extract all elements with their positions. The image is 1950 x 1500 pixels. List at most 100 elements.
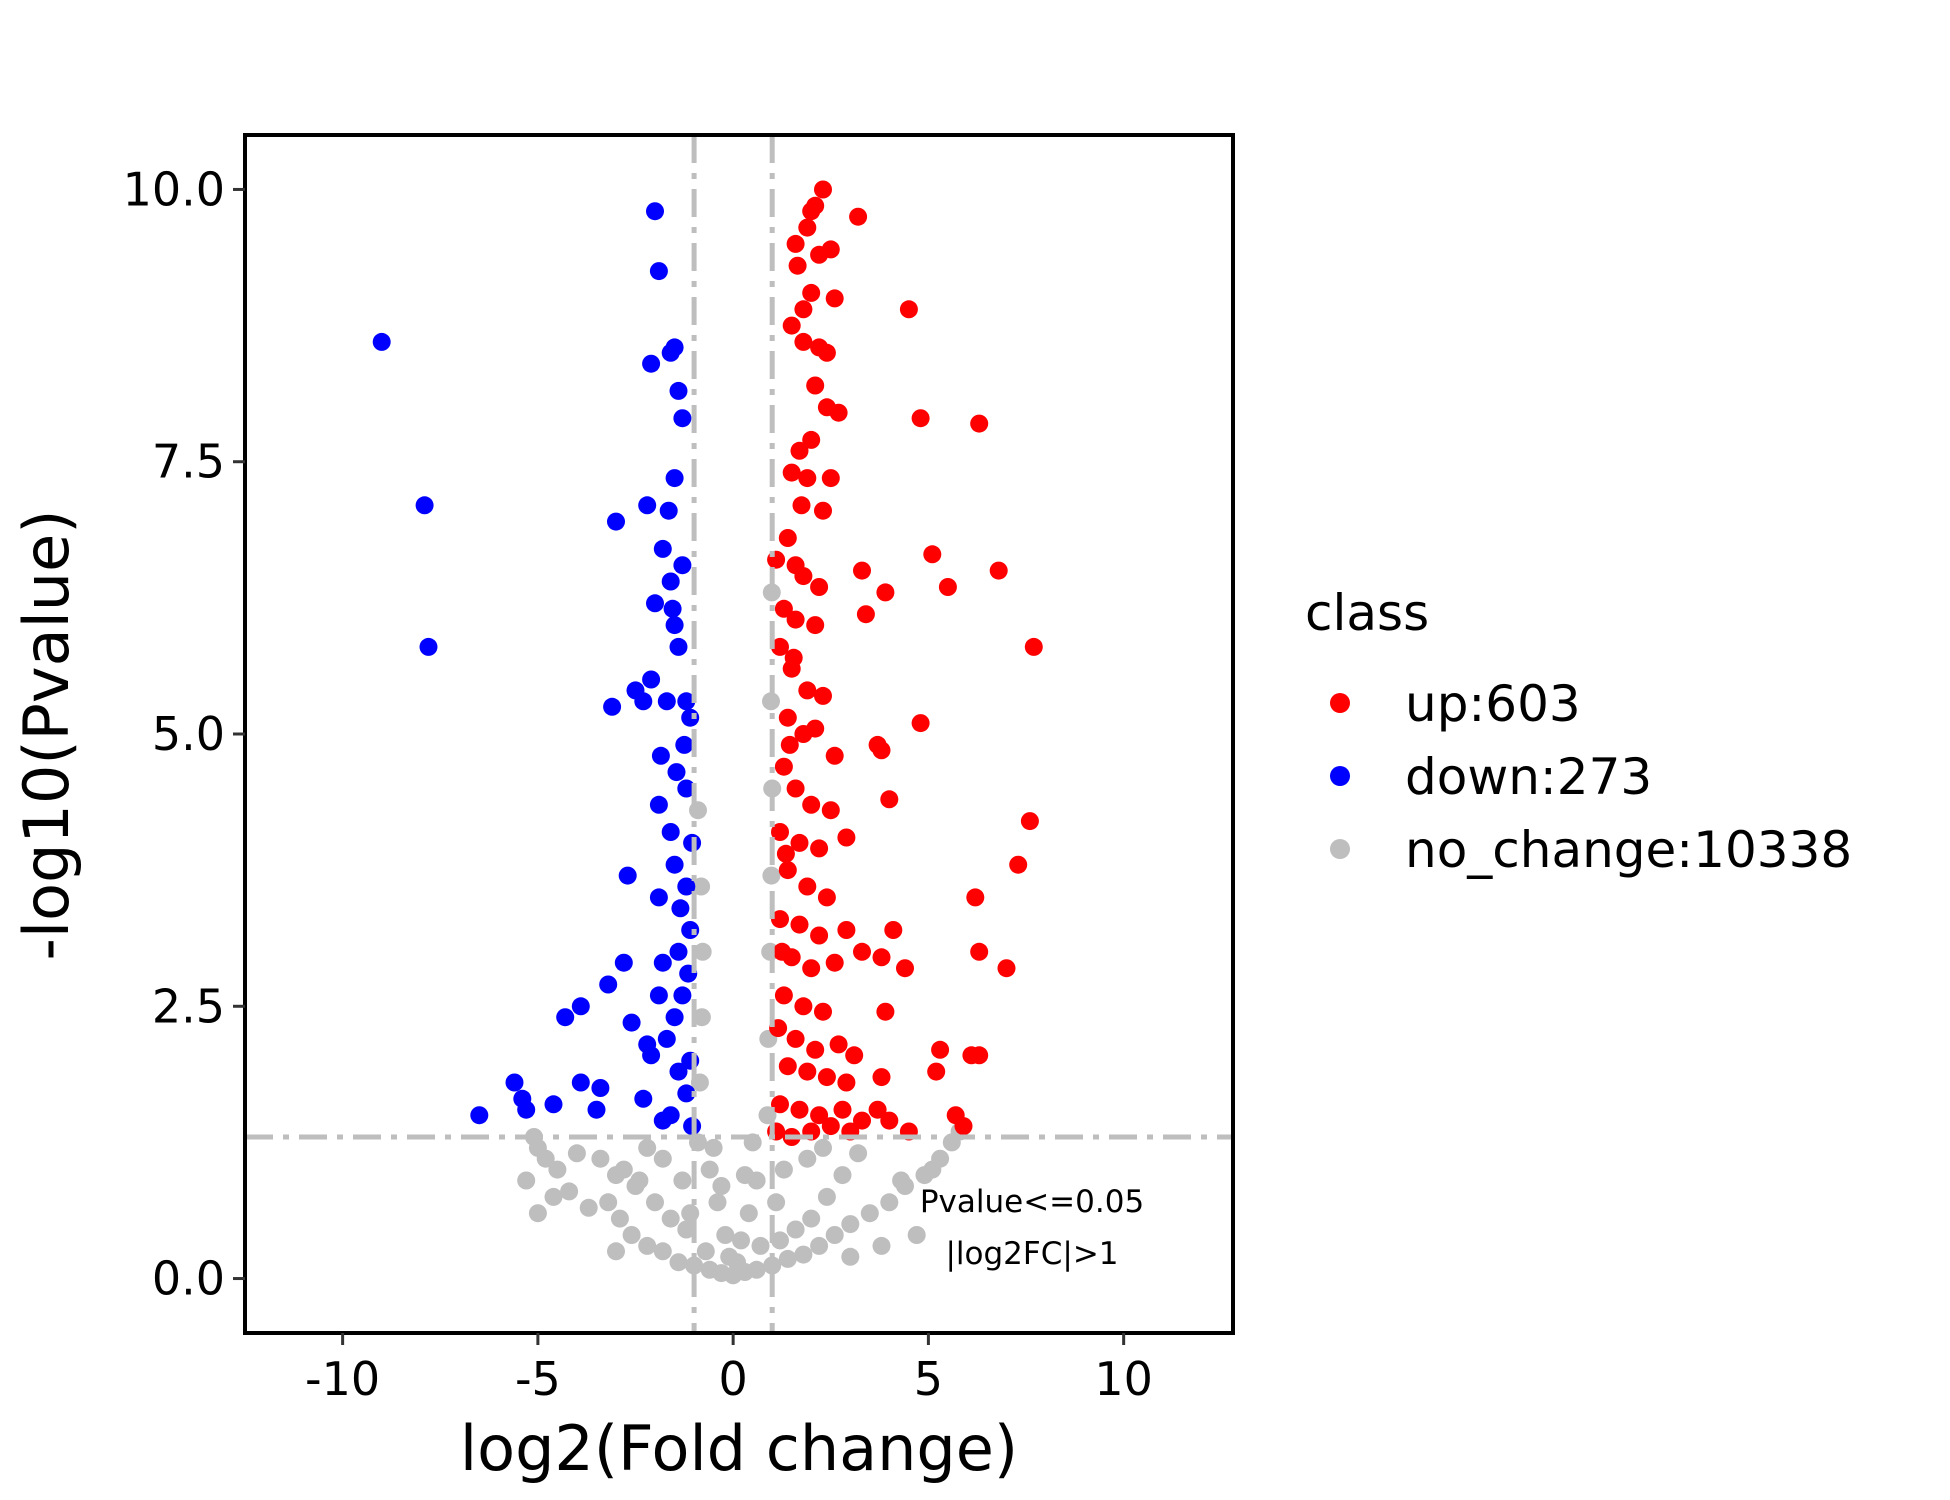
point-no-change-39 [849,1144,868,1163]
point-up-102 [853,1111,871,1130]
point-no-change-8 [599,1193,618,1212]
point-up-117 [784,648,803,667]
point-no-change-21 [747,1260,766,1279]
point-up-58 [1020,812,1039,831]
point-no-change-49 [614,1160,633,1179]
point-down-8 [556,1008,575,1027]
point-up-52 [872,741,891,760]
point-down-60 [642,1046,661,1065]
point-up-103 [868,1100,887,1119]
point-up-13 [782,316,801,335]
point-up-44 [798,681,817,700]
point-up-27 [814,501,832,520]
point-no-change-79 [728,1253,746,1272]
point-up-2 [798,218,817,237]
point-up-80 [997,959,1016,978]
point-up-107 [954,1117,973,1136]
point-no-change-37 [892,1171,911,1190]
point-no-change-81 [696,1242,715,1261]
point-up-55 [802,795,821,814]
point-no-change-27 [841,1215,860,1234]
point-no-change-43 [786,1220,805,1239]
x-tick-label-4: 10 [1094,1352,1153,1406]
point-down-54 [669,1062,688,1081]
point-down-42 [673,556,692,575]
point-up-31 [853,561,871,580]
point-down-67 [651,746,670,765]
point-down-22 [638,496,657,515]
point-up-104 [880,1111,899,1130]
point-up-89 [931,1040,950,1059]
point-down-61 [675,735,694,754]
points-layer [372,180,1043,1285]
point-up-28 [778,529,797,547]
legend: class up:603 down:273 no_change:10338 [1305,584,1852,879]
point-no-change-71 [716,1226,735,1244]
point-up-34 [938,578,957,596]
point-down-55 [677,1084,696,1103]
point-up-33 [923,545,942,564]
point-no-change-55 [692,1008,711,1027]
point-up-77 [872,948,891,967]
point-down-27 [649,262,668,281]
point-up-87 [829,1035,848,1054]
point-up-49 [825,746,844,765]
point-up-21 [970,414,989,433]
point-up-30 [794,567,813,586]
point-down-35 [665,338,684,357]
point-no-change-23 [778,1249,797,1268]
point-no-change-75 [798,1149,817,1168]
point-up-82 [794,997,813,1016]
y-axis-ticks: 0.0 2.5 5.0 7.5 10.0 [123,162,245,1306]
point-up-83 [814,1002,832,1021]
point-up-100 [810,1106,829,1125]
point-up-37 [774,599,793,618]
point-down-10 [571,997,590,1016]
point-no-change-44 [771,1231,789,1250]
legend-swatch-no-change [1330,839,1350,859]
x-tick-label-3: 5 [914,1352,943,1406]
point-up-65 [798,877,817,896]
point-up-88 [845,1046,864,1065]
point-no-change-47 [646,1193,664,1212]
point-no-change-26 [825,1226,844,1244]
point-up-22 [790,441,809,460]
point-down-3 [470,1106,489,1125]
point-down-12 [591,1079,610,1097]
point-no-change-48 [630,1171,649,1190]
point-up-76 [853,942,871,961]
point-no-change-6 [536,1149,555,1168]
point-no-change-74 [653,1149,672,1168]
point-down-24 [642,670,661,689]
point-down-51 [673,986,692,1005]
point-no-change-57 [692,877,711,896]
point-down-9 [571,1073,590,1092]
point-down-53 [657,1029,676,1048]
point-down-14 [603,697,622,716]
point-no-change-52 [548,1160,567,1179]
point-down-13 [599,975,618,994]
legend-label-up: up:603 [1405,675,1581,733]
point-up-50 [911,714,930,733]
point-up-48 [806,719,825,738]
point-down-32 [657,692,676,711]
point-up-75 [825,953,844,972]
point-up-94 [817,1068,836,1087]
point-down-39 [669,381,688,400]
point-down-31 [653,953,672,972]
point-no-change-35 [923,1160,942,1179]
point-no-change-73 [774,1160,793,1179]
point-up-54 [786,779,805,798]
point-no-change-83 [767,1193,786,1212]
point-up-98 [771,1095,789,1114]
point-up-24 [782,463,801,482]
point-up-62 [837,828,856,847]
point-no-change-28 [860,1204,879,1223]
point-no-change-11 [622,1226,641,1244]
point-no-change-69 [708,1193,727,1212]
point-down-37 [665,616,684,635]
plot-panel-border [243,133,1235,1335]
point-no-change-70 [732,1231,750,1250]
point-down-36 [665,469,684,488]
point-up-86 [806,1040,825,1059]
